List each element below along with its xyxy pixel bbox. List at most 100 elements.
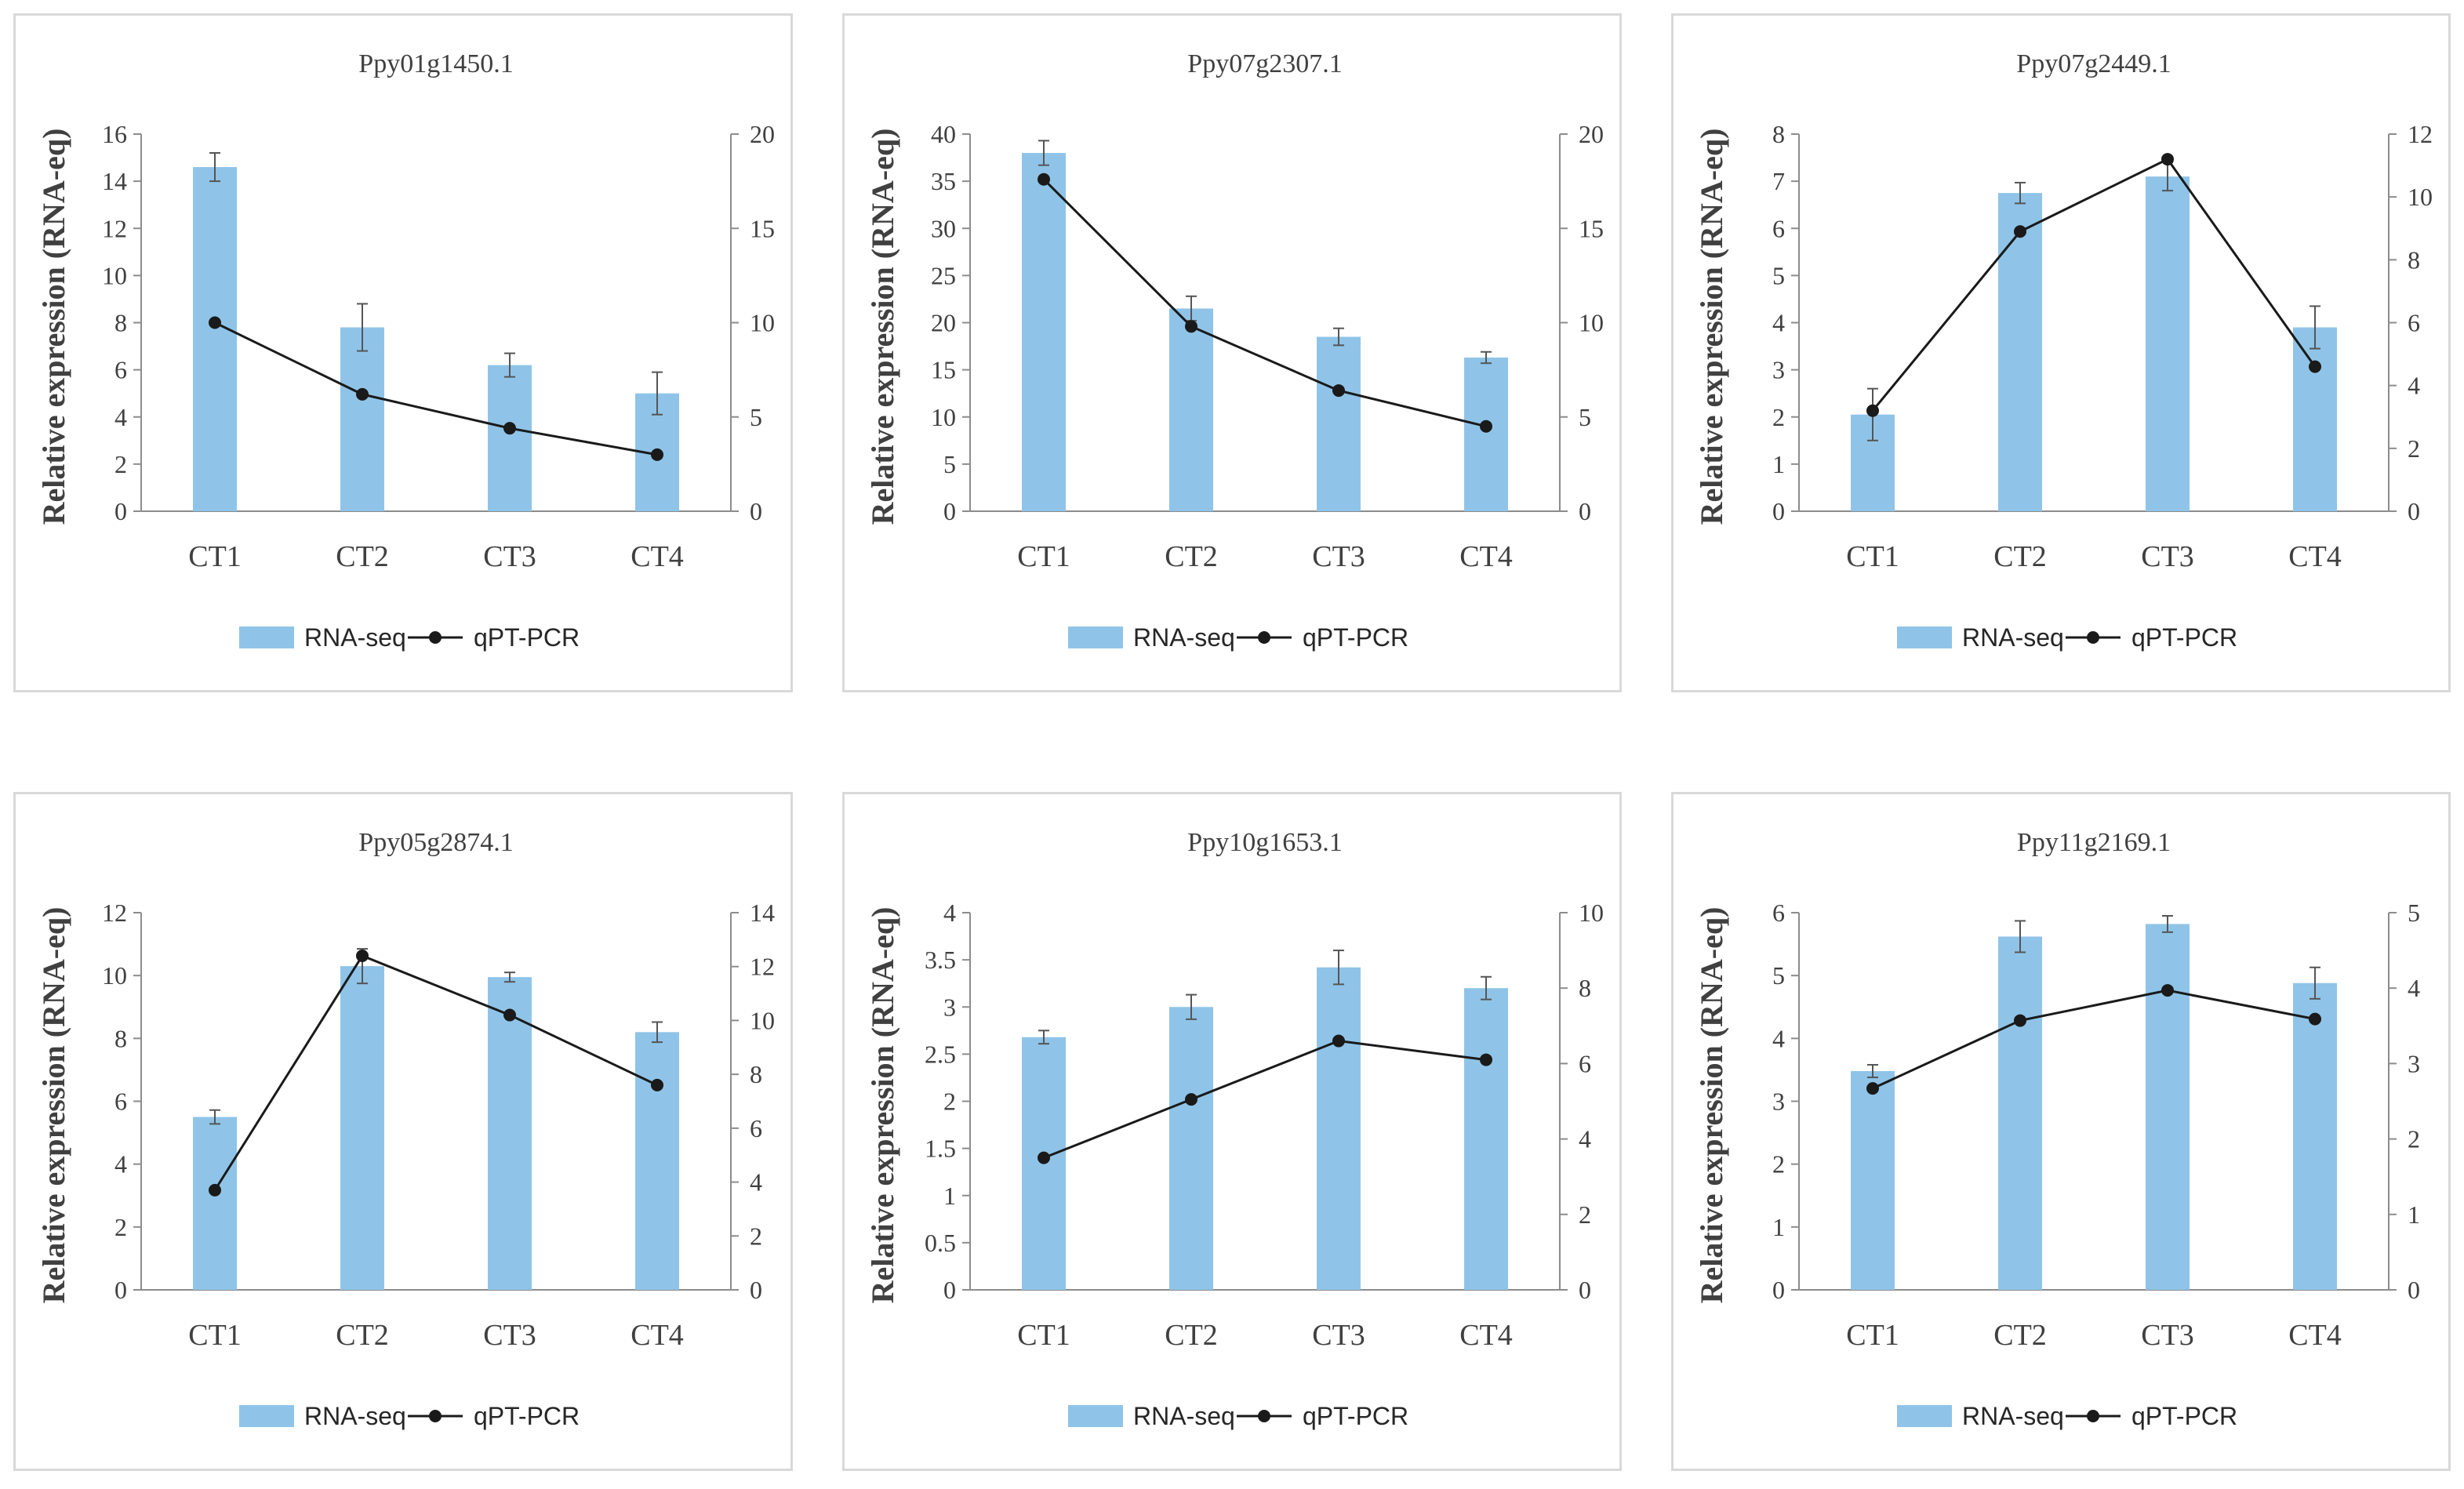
- series-point: [1185, 1093, 1197, 1106]
- bar: [2146, 176, 2190, 512]
- y2-tick-label: 5: [2408, 899, 2420, 927]
- y2-tick-label: 10: [1579, 899, 1604, 927]
- y2-tick-label: 3: [2408, 1049, 2420, 1077]
- y2-tick-label: 15: [1579, 214, 1604, 242]
- legend-line-marker: [429, 631, 442, 644]
- legend-bar-label: RNA-seq: [1133, 1402, 1235, 1430]
- legend-bar-label: RNA-seq: [304, 623, 406, 652]
- x-tick-label: CT2: [1165, 540, 1218, 573]
- chart-svg: Ppy10g1653.1 Relative expression (RNA-eq)…: [865, 828, 1604, 1430]
- y2-tick-label: 8: [750, 1060, 762, 1088]
- bar: [1169, 308, 1213, 511]
- y2-tick-label: 4: [2408, 372, 2420, 400]
- y2-tick-label: 0: [1579, 497, 1591, 525]
- y-tick-label: 0: [114, 1276, 127, 1304]
- y-axis-label: Relative expression (RNA-eq): [1694, 129, 1729, 525]
- legend-line-label: qPT-PCR: [2131, 1402, 2237, 1430]
- x-tick-label: CT1: [1017, 540, 1070, 573]
- x-tick-label: CT2: [1993, 540, 2047, 573]
- x-tick-label: CT3: [2141, 540, 2194, 573]
- y-tick-label: 2: [943, 1088, 956, 1116]
- y2-tick-label: 20: [750, 120, 775, 148]
- y-tick-label: 4: [114, 403, 127, 431]
- x-tick-label: CT2: [1993, 1319, 2047, 1352]
- y-tick-label: 4: [1772, 1024, 1785, 1052]
- y-tick-label: 8: [114, 1024, 127, 1052]
- y2-tick-label: 10: [1579, 309, 1604, 337]
- x-tick-label: CT4: [1459, 1319, 1513, 1352]
- series-line: [213, 954, 658, 1191]
- legend-line-marker: [1258, 631, 1270, 644]
- bar: [1851, 1071, 1895, 1290]
- y-tick-label: 5: [1772, 261, 1785, 289]
- legend-bar-swatch: [239, 1405, 294, 1427]
- series-point: [356, 387, 369, 401]
- chart-panel-ppy01g1450: Ppy01g1450.1 Relative expression (RNA-eq)…: [13, 13, 793, 692]
- y-tick-label: 12: [102, 899, 127, 927]
- y-axis-label: Relative expression (RNA-eq): [36, 129, 71, 525]
- series-point: [503, 422, 516, 435]
- y-tick-label: 12: [102, 214, 127, 242]
- series-line: [214, 321, 658, 456]
- bar: [340, 327, 384, 511]
- y-tick-label: 0: [943, 1276, 956, 1304]
- y-tick-label: 8: [1772, 120, 1785, 148]
- legend-bar-swatch: [1897, 626, 1952, 648]
- y2-tick-label: 0: [1579, 1276, 1591, 1304]
- x-tick-label: CT4: [1459, 540, 1513, 573]
- legend-line-label: qPT-PCR: [1303, 1402, 1408, 1430]
- legend-line-label: qPT-PCR: [2131, 623, 2237, 652]
- y2-tick-label: 12: [2408, 120, 2433, 148]
- bar: [2293, 327, 2337, 511]
- bar: [1317, 336, 1361, 511]
- chart-title: Ppy07g2307.1: [1187, 49, 1342, 78]
- series-point: [1185, 320, 1197, 333]
- x-tick-label: CT4: [2288, 1319, 2342, 1352]
- legend-bar-label: RNA-seq: [1962, 1402, 2064, 1430]
- chart-svg: Ppy07g2307.1 Relative expression (RNA-eq)…: [865, 49, 1604, 652]
- series-point: [1038, 173, 1050, 186]
- legend-line-marker: [1258, 1410, 1270, 1422]
- y2-tick-label: 5: [1579, 403, 1591, 431]
- y-tick-label: 30: [931, 214, 956, 242]
- bar: [1464, 988, 1508, 1290]
- x-tick-label: CT1: [1846, 1319, 1899, 1352]
- y-tick-label: 4: [943, 899, 956, 927]
- bar: [2146, 924, 2190, 1290]
- bar: [1998, 936, 2042, 1290]
- y2-tick-label: 6: [2408, 309, 2420, 337]
- chart-svg: Ppy07g2449.1 Relative expression (RNA-eq)…: [1694, 49, 2433, 652]
- y2-tick-label: 2: [2408, 434, 2420, 463]
- legend-bar-swatch: [1897, 1405, 1952, 1427]
- y2-tick-label: 10: [750, 309, 775, 337]
- chart-title: Ppy10g1653.1: [1187, 828, 1342, 857]
- y-tick-label: 10: [102, 261, 127, 289]
- y-tick-label: 2: [1772, 403, 1785, 431]
- y2-tick-label: 12: [750, 953, 775, 981]
- x-tick-label: CT1: [1846, 540, 1899, 573]
- series-point: [1480, 419, 1492, 433]
- chart-panel-ppy11g2169: Ppy11g2169.1 Relative expression (RNA-eq)…: [1671, 792, 2451, 1471]
- y-tick-label: 1.5: [925, 1135, 956, 1163]
- y-tick-label: 16: [102, 120, 127, 148]
- series-point: [2161, 153, 2174, 166]
- bar: [635, 1032, 679, 1290]
- series-point: [1480, 1053, 1492, 1066]
- series-point: [1038, 1151, 1050, 1164]
- x-tick-label: CT1: [188, 540, 242, 573]
- y-tick-label: 35: [931, 167, 956, 195]
- y2-tick-label: 10: [750, 1006, 775, 1034]
- bar: [488, 977, 532, 1290]
- y-tick-label: 4: [114, 1150, 127, 1178]
- series-point: [651, 448, 663, 461]
- y-tick-label: 20: [931, 309, 956, 337]
- chart-panel-ppy05g2874: Ppy05g2874.1 Relative expression (RNA-eq)…: [13, 792, 793, 1471]
- y2-tick-label: 1: [2408, 1200, 2420, 1229]
- x-tick-label: CT2: [336, 1319, 389, 1352]
- y2-tick-label: 4: [1579, 1125, 1591, 1153]
- legend-line-label: qPT-PCR: [1303, 623, 1408, 652]
- y2-tick-label: 8: [2408, 245, 2420, 274]
- chart-title: Ppy05g2874.1: [358, 828, 513, 857]
- legend-bar-swatch: [1068, 1405, 1123, 1427]
- y-tick-label: 3.5: [925, 946, 956, 974]
